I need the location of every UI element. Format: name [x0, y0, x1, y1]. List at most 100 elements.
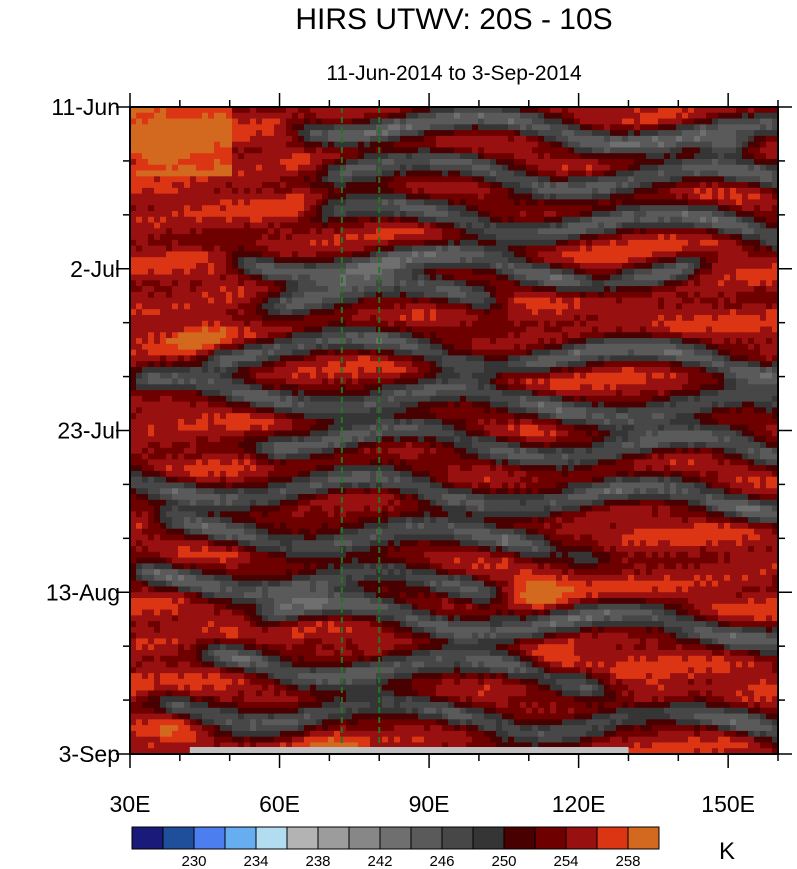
contour-cell	[388, 228, 395, 235]
contour-cell	[580, 349, 587, 357]
contour-cell	[406, 274, 413, 281]
contour-cell	[136, 205, 143, 212]
contour-cell	[760, 130, 767, 137]
contour-cell	[400, 361, 407, 368]
contour-cell	[238, 228, 245, 235]
contour-cell	[412, 210, 419, 218]
contour-cell	[586, 124, 593, 131]
contour-cell	[730, 158, 737, 166]
contour-cell	[724, 268, 731, 276]
contour-cell	[340, 234, 347, 241]
contour-cell	[310, 309, 317, 316]
contour-cell	[406, 158, 413, 166]
contour-cell	[268, 274, 275, 281]
contour-cell	[286, 332, 293, 339]
contour-cell	[568, 286, 575, 293]
contour-cell	[178, 297, 185, 305]
contour-cell	[394, 280, 401, 287]
contour-cell	[694, 268, 701, 276]
contour-cell	[340, 187, 347, 195]
contour-cell	[664, 199, 671, 206]
contour-cell	[196, 309, 203, 316]
contour-cell	[430, 309, 437, 316]
contour-cell	[598, 210, 605, 218]
contour-cell	[358, 135, 365, 143]
contour-cell	[400, 262, 407, 270]
contour-cell	[148, 338, 155, 345]
contour-cell	[514, 355, 521, 362]
contour-cell	[190, 182, 197, 189]
contour-cell	[556, 118, 563, 125]
contour-cell	[352, 228, 359, 235]
contour-cell	[448, 309, 455, 316]
contour-cell	[502, 182, 509, 189]
contour-cell	[712, 193, 719, 201]
contour-cell	[490, 210, 497, 218]
contour-cell	[514, 228, 521, 235]
contour-cell	[544, 332, 551, 339]
contour-cell	[262, 182, 269, 189]
contour-cell	[712, 130, 719, 137]
contour-cell	[724, 170, 731, 177]
contour-cell	[688, 176, 695, 183]
contour-cell	[268, 309, 275, 316]
contour-cell	[664, 320, 671, 328]
contour-cell	[334, 147, 341, 154]
contour-cell	[130, 170, 137, 177]
contour-cell	[688, 199, 695, 206]
contour-cell	[514, 332, 521, 339]
contour-cell	[658, 297, 665, 305]
contour-cell	[274, 205, 281, 212]
contour-cell	[184, 118, 191, 125]
contour-cell	[472, 176, 479, 183]
contour-cell	[172, 193, 179, 201]
contour-cell	[724, 343, 731, 351]
contour-cell	[736, 107, 743, 114]
contour-cell	[382, 176, 389, 183]
contour-cell	[640, 257, 647, 264]
contour-cell	[424, 147, 431, 154]
contour-cell	[700, 332, 707, 339]
contour-cell	[484, 222, 491, 229]
contour-cell	[580, 187, 587, 195]
contour-cell	[202, 274, 209, 281]
contour-cell	[400, 355, 407, 362]
contour-cell	[508, 326, 515, 333]
contour-cell	[334, 135, 341, 143]
contour-cell	[478, 257, 485, 264]
contour-cell	[568, 222, 575, 229]
contour-cell	[772, 361, 778, 368]
contour-cell	[514, 130, 521, 137]
contour-cell	[394, 153, 401, 160]
contour-cell	[304, 320, 311, 328]
contour-cell	[736, 326, 743, 333]
contour-cell	[676, 153, 683, 160]
contour-cell	[508, 193, 515, 201]
contour-cell	[400, 193, 407, 201]
contour-cell	[652, 286, 659, 293]
contour-cell	[448, 170, 455, 177]
contour-cell	[256, 187, 263, 195]
contour-cell	[280, 130, 287, 137]
contour-cell	[412, 268, 419, 276]
contour-cell	[550, 286, 557, 293]
contour-cell	[616, 170, 623, 177]
contour-cell	[370, 366, 377, 374]
contour-cell	[382, 291, 389, 299]
contour-cell	[484, 326, 491, 333]
contour-cell	[604, 262, 611, 270]
contour-cell	[658, 193, 665, 201]
contour-cell	[610, 182, 617, 189]
contour-cell	[676, 176, 683, 183]
contour-cell	[382, 239, 389, 247]
contour-cell	[136, 291, 143, 299]
contour-cell	[148, 326, 155, 333]
contour-cell	[328, 274, 335, 281]
contour-cell	[628, 170, 635, 177]
contour-cell	[460, 297, 467, 305]
contour-cell	[592, 170, 599, 177]
contour-cell	[250, 280, 257, 287]
contour-cell	[238, 187, 245, 195]
contour-cell	[304, 343, 311, 351]
contour-cell	[610, 257, 617, 264]
